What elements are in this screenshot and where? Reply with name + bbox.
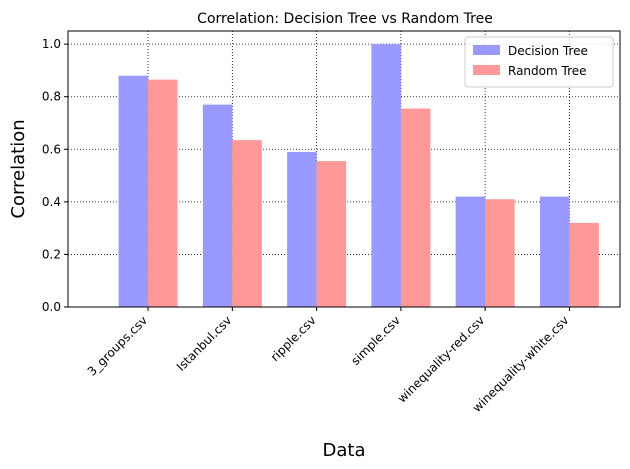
bar-random-tree-3: [400, 108, 431, 308]
y-tick-label: 0.6: [42, 142, 61, 156]
chart-title: Correlation: Decision Tree vs Random Tre…: [197, 11, 493, 27]
x-tick-label: ripple.csv: [268, 313, 319, 364]
legend-label-0: Decision Tree: [508, 44, 588, 58]
bar-decision-tree-1: [202, 104, 233, 307]
legend-swatch-1: [473, 65, 500, 75]
bars: [118, 44, 599, 308]
y-axis: 0.0 0.2 0.4 0.6 0.8 1.0: [42, 37, 68, 314]
x-axis-title: Data: [323, 440, 366, 461]
legend-swatch-0: [473, 45, 500, 55]
bar-decision-tree-3: [371, 44, 401, 308]
bar-random-tree-1: [232, 140, 262, 307]
x-tick-label: winequality-red.csv: [395, 313, 487, 405]
x-tick-label: Istanbul.csv: [174, 313, 235, 374]
x-tick-label: 3_groups.csv: [85, 313, 150, 378]
bar-random-tree-0: [148, 79, 178, 307]
bar-decision-tree-2: [287, 151, 317, 307]
legend-label-1: Random Tree: [508, 64, 587, 78]
plot-frame: [67, 30, 621, 308]
y-tick-label: 0.8: [42, 90, 61, 104]
y-tick-label: 0.2: [42, 247, 61, 261]
y-axis-title: Correlation: [8, 119, 29, 218]
x-tick-label: simple.csv: [348, 313, 403, 368]
x-axis: 3_groups.csv Istanbul.csv ripple.csv simple…: [85, 307, 572, 415]
legend: Decision Tree Random Tree: [464, 36, 614, 88]
legend-box: [464, 36, 614, 88]
y-tick-label: 0.0: [42, 300, 61, 314]
y-tick-label: 1.0: [42, 37, 61, 51]
x-tick-label: winequality-white.csv: [470, 313, 572, 415]
bar-decision-tree-0: [118, 75, 149, 307]
y-tick-label: 0.4: [42, 195, 61, 209]
bar-random-tree-5: [569, 222, 599, 307]
bar-decision-tree-4: [455, 196, 486, 307]
bar-random-tree-2: [316, 161, 347, 307]
bar-decision-tree-5: [539, 196, 570, 307]
bar-random-tree-4: [485, 199, 515, 307]
